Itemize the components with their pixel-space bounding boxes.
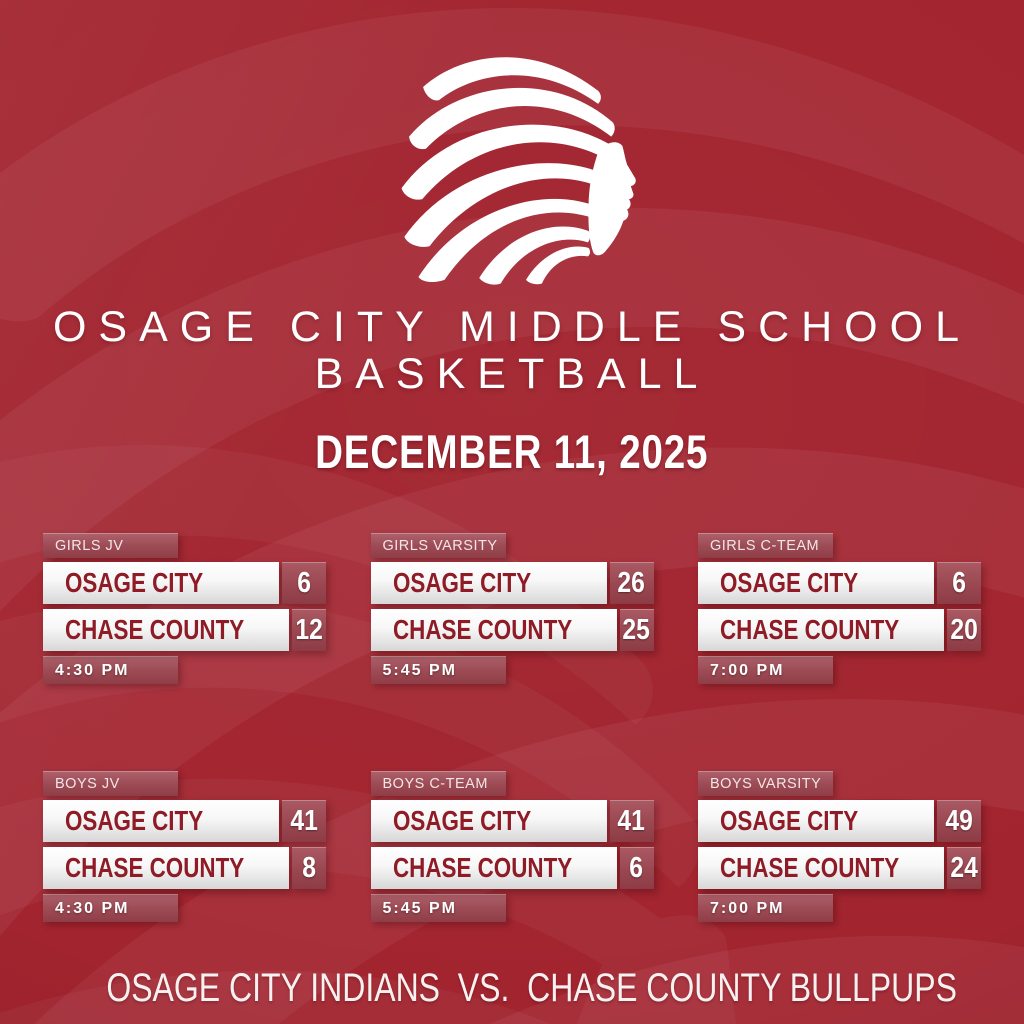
score-row: CHASE COUNTY 24 [698,847,981,889]
scoreboard-row-girls: GIRLS JV OSAGE CITY 6 CHASE COUNTY 12 4:… [43,533,981,684]
team-score: 41 [290,804,318,837]
team-score-box: 6 [937,562,981,604]
team-name: OSAGE CITY [392,567,531,598]
team-name-panel: OSAGE CITY [698,800,934,842]
team-score-box: 20 [947,609,981,651]
team-name: CHASE COUNTY [392,852,572,883]
team-name-panel: OSAGE CITY [698,562,934,604]
team-name: CHASE COUNTY [65,852,245,883]
team-score: 41 [617,804,646,837]
matchup-footer-block: OSAGE CITY INDIANS VS. CHASE COUNTY BULL… [0,966,1024,1011]
team-name: OSAGE CITY [392,805,531,836]
score-row: OSAGE CITY 41 [370,800,654,842]
score-row: OSAGE CITY 49 [698,800,981,842]
team-score-box: 25 [619,609,654,651]
game-time: 7:00 PM [698,656,833,684]
team-name: CHASE COUNTY [392,614,572,645]
score-row: CHASE COUNTY 8 [43,847,326,889]
team-score-box: 41 [609,800,654,842]
team-name: CHASE COUNTY [65,614,245,645]
game-time: 5:45 PM [370,894,506,922]
matchup-footer: OSAGE CITY INDIANS VS. CHASE COUNTY BULL… [106,966,957,1010]
team-score-box: 12 [292,609,326,651]
poster-title-line2: BASKETBALL [314,350,710,398]
team-name: OSAGE CITY [720,567,859,598]
scoreboard-row-boys: BOYS JV OSAGE CITY 41 CHASE COUNTY 8 4:3… [43,771,981,922]
team-score: 49 [945,804,973,837]
team-name: OSAGE CITY [65,567,204,598]
card-label: GIRLS JV [43,533,178,558]
score-row: OSAGE CITY 6 [698,562,981,604]
poster-title-block: OSAGE CITY MIDDLE SCHOOL BASKETBALL [0,304,1024,398]
event-date: DECEMBER 11, 2025 [315,425,709,478]
score-row: CHASE COUNTY 6 [370,847,654,889]
team-score-box: 26 [609,562,654,604]
scoreboard-card-boys-jv: BOYS JV OSAGE CITY 41 CHASE COUNTY 8 4:3… [43,771,326,922]
team-score-box: 8 [292,847,326,889]
card-label: BOYS JV [43,771,178,796]
game-time: 7:00 PM [698,894,833,922]
score-row: CHASE COUNTY 25 [370,609,654,651]
score-row: CHASE COUNTY 12 [43,609,326,651]
team-name: OSAGE CITY [65,805,204,836]
team-name-panel: CHASE COUNTY [698,847,945,889]
score-row: CHASE COUNTY 20 [698,609,981,651]
team-name-panel: OSAGE CITY [43,562,279,604]
team-name-panel: CHASE COUNTY [43,847,290,889]
team-name-panel: OSAGE CITY [43,800,279,842]
team-score-box: 41 [282,800,326,842]
game-time: 4:30 PM [43,656,178,684]
team-name-panel: CHASE COUNTY [698,609,945,651]
scoreboard-card-girls-jv: GIRLS JV OSAGE CITY 6 CHASE COUNTY 12 4:… [43,533,326,684]
team-name-panel: OSAGE CITY [370,800,607,842]
team-score-box: 6 [619,847,654,889]
team-score: 12 [295,613,323,646]
team-score: 26 [617,566,646,599]
team-score-box: 6 [282,562,326,604]
team-score-box: 24 [947,847,981,889]
scoreboard-card-girls-cteam: GIRLS C-TEAM OSAGE CITY 6 CHASE COUNTY 2… [698,533,981,684]
poster-title-line1: OSAGE CITY MIDDLE SCHOOL [52,303,971,351]
team-score: 20 [950,613,978,646]
event-date-block: DECEMBER 11, 2025 [0,424,1024,479]
team-name: CHASE COUNTY [720,852,900,883]
team-name-panel: OSAGE CITY [370,562,607,604]
score-row: OSAGE CITY 41 [43,800,326,842]
team-score: 6 [629,851,644,884]
team-score: 6 [297,566,311,599]
card-label: GIRLS VARSITY [370,533,506,558]
game-time: 5:45 PM [370,656,506,684]
team-name: CHASE COUNTY [720,614,900,645]
card-label: BOYS VARSITY [698,771,833,796]
game-time: 4:30 PM [43,894,178,922]
card-label: GIRLS C-TEAM [698,533,833,558]
team-score: 8 [302,851,316,884]
indian-chief-logo-icon [401,57,636,285]
team-score: 24 [950,851,978,884]
team-score-box: 49 [937,800,981,842]
team-name-panel: CHASE COUNTY [370,609,617,651]
score-row: OSAGE CITY 6 [43,562,326,604]
team-name-panel: CHASE COUNTY [43,609,290,651]
scoreboard-card-boys-cteam: BOYS C-TEAM OSAGE CITY 41 CHASE COUNTY 6… [370,771,654,922]
score-row: OSAGE CITY 26 [370,562,654,604]
team-score: 6 [952,566,966,599]
team-name: OSAGE CITY [720,805,859,836]
scoreboard-card-girls-varsity: GIRLS VARSITY OSAGE CITY 26 CHASE COUNTY… [370,533,654,684]
card-label: BOYS C-TEAM [370,771,506,796]
team-score: 25 [622,613,651,646]
team-name-panel: CHASE COUNTY [370,847,617,889]
scoreboard-card-boys-varsity: BOYS VARSITY OSAGE CITY 49 CHASE COUNTY … [698,771,981,922]
